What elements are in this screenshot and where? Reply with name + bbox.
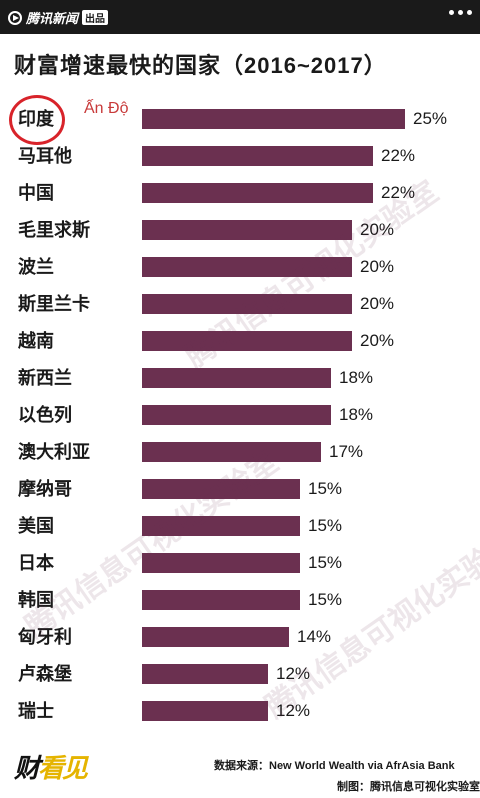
- value-label: 17%: [329, 442, 364, 461]
- category-label: 韩国: [18, 590, 54, 610]
- value-label: 22%: [381, 183, 416, 202]
- bar: [142, 442, 321, 462]
- bar: [142, 479, 300, 499]
- value-label: 15%: [308, 553, 343, 572]
- category-label: 美国: [18, 516, 54, 536]
- footer-logo-part1: 财: [14, 753, 40, 783]
- bar: [142, 257, 352, 277]
- value-label: 14%: [297, 627, 332, 646]
- brand-logo: 腾讯新闻 出品: [8, 8, 109, 27]
- bar: [142, 220, 352, 240]
- bar: [142, 590, 300, 610]
- brand-name: 腾讯新闻: [26, 11, 79, 26]
- annotation-text: Ấn Độ: [84, 100, 129, 117]
- value-label: 15%: [308, 516, 343, 535]
- value-label: 15%: [308, 590, 343, 609]
- bar: [142, 405, 331, 425]
- value-label: 15%: [308, 479, 343, 498]
- bar: [142, 294, 352, 314]
- category-label: 中国: [18, 183, 54, 203]
- value-label: 12%: [276, 701, 311, 720]
- category-label: 斯里兰卡: [18, 294, 90, 314]
- footer-logo: 财看见: [14, 748, 88, 785]
- bar: [142, 627, 289, 647]
- category-label: 新西兰: [18, 368, 72, 388]
- value-label: 18%: [339, 368, 374, 387]
- value-label: 22%: [381, 146, 416, 165]
- value-label: 25%: [413, 109, 448, 128]
- bar: [142, 146, 373, 166]
- category-label: 马耳他: [18, 146, 72, 166]
- footer-logo-part2: 看见: [38, 753, 88, 783]
- brand-tag: 出品: [82, 10, 109, 25]
- value-label: 12%: [276, 664, 311, 683]
- brand-bar: 腾讯新闻 出品: [0, 0, 480, 34]
- bar: [142, 109, 405, 129]
- value-label: 20%: [360, 257, 395, 276]
- category-label: 卢森堡: [18, 664, 72, 684]
- watermark: 腾讯信息可视化实验室: [19, 445, 285, 645]
- category-label: 匈牙利: [18, 627, 72, 647]
- annotation-circle: [9, 95, 65, 145]
- more-menu-icon[interactable]: [449, 10, 472, 15]
- chart-title: 财富增速最快的国家（2016~2017）: [14, 53, 387, 78]
- play-icon: [8, 10, 22, 25]
- bar: [142, 516, 300, 536]
- value-label: 20%: [360, 331, 395, 350]
- category-label: 以色列: [18, 405, 72, 425]
- bar: [142, 183, 373, 203]
- category-label: 澳大利亚: [18, 442, 90, 462]
- bar: [142, 368, 331, 388]
- category-label: 毛里求斯: [18, 220, 90, 240]
- category-label: 瑞士: [18, 701, 54, 721]
- category-label: 日本: [18, 553, 54, 573]
- value-label: 20%: [360, 294, 395, 313]
- chart-credit: 制图：腾讯信息可视化实验室: [337, 781, 480, 793]
- value-label: 18%: [339, 405, 374, 424]
- bar: [142, 331, 352, 351]
- category-label: 摩纳哥: [18, 479, 72, 499]
- bar: [142, 553, 300, 573]
- category-label: 波兰: [18, 257, 54, 277]
- bar: [142, 701, 268, 721]
- value-label: 20%: [360, 220, 395, 239]
- bar: [142, 664, 268, 684]
- data-source: 数据来源：New World Wealth via AfrAsia Bank: [214, 760, 455, 772]
- category-label: 越南: [18, 331, 54, 351]
- watermark: 腾讯信息可视化实验室: [259, 525, 480, 725]
